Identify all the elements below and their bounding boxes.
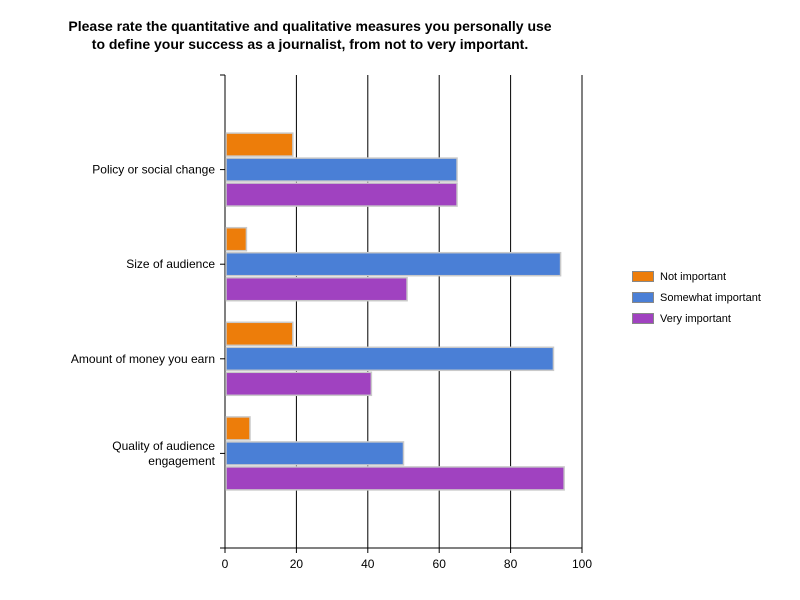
bar-amount-of-money-you-earn-not-important [225,321,294,347]
category-label-size-of-audience: Size of audience [126,257,215,271]
category-label-quality-of-audience-engagement-line-2: engagement [148,454,215,468]
bar-size-of-audience-not-important [225,226,248,252]
bar-policy-or-social-change-not-important [225,132,294,157]
category-label-quality-of-audience-engagement-line-1: Quality of audience [112,439,215,453]
legend-label-not-important: Not important [660,270,727,283]
bar-quality-of-audience-engagement-somewhat-important [225,441,405,466]
legend-label-very-important: Very important [660,312,731,325]
bar-quality-of-audience-engagement-not-important [225,416,251,441]
x-tick-label-0: 0 [222,557,229,571]
x-tick-label-40: 40 [361,557,375,571]
legend-label-somewhat-important: Somewhat important [660,291,761,304]
legend-item-not-important: Not important [632,266,761,287]
x-tick-label-20: 20 [290,557,304,571]
chart-title-line-1: Please rate the quantitative and qualita… [68,18,552,34]
x-tick-label-60: 60 [433,557,447,571]
legend-swatch-very-important [632,313,654,324]
legend-swatch-not-important [632,271,654,282]
bar-policy-or-social-change-somewhat-important [225,157,458,182]
x-tick-label-80: 80 [504,557,518,571]
legend-item-somewhat-important: Somewhat important [632,287,761,308]
chart-legend: Not important Somewhat important Very im… [632,266,761,329]
category-label-amount-of-money-you-earn: Amount of money you earn [71,352,215,366]
category-label-policy-or-social-change: Policy or social change [92,163,215,177]
bar-size-of-audience-very-important [225,276,408,302]
chart-title-line-2: to define your success as a journalist, … [91,36,529,52]
x-tick-label-100: 100 [572,557,592,571]
bar-policy-or-social-change-very-important [225,182,458,207]
bar-amount-of-money-you-earn-somewhat-important [225,346,555,372]
bar-quality-of-audience-engagement-very-important [225,466,565,491]
bar-amount-of-money-you-earn-very-important [225,371,373,397]
legend-swatch-somewhat-important [632,292,654,303]
legend-item-very-important: Very important [632,308,761,329]
bar-size-of-audience-somewhat-important [225,251,562,277]
